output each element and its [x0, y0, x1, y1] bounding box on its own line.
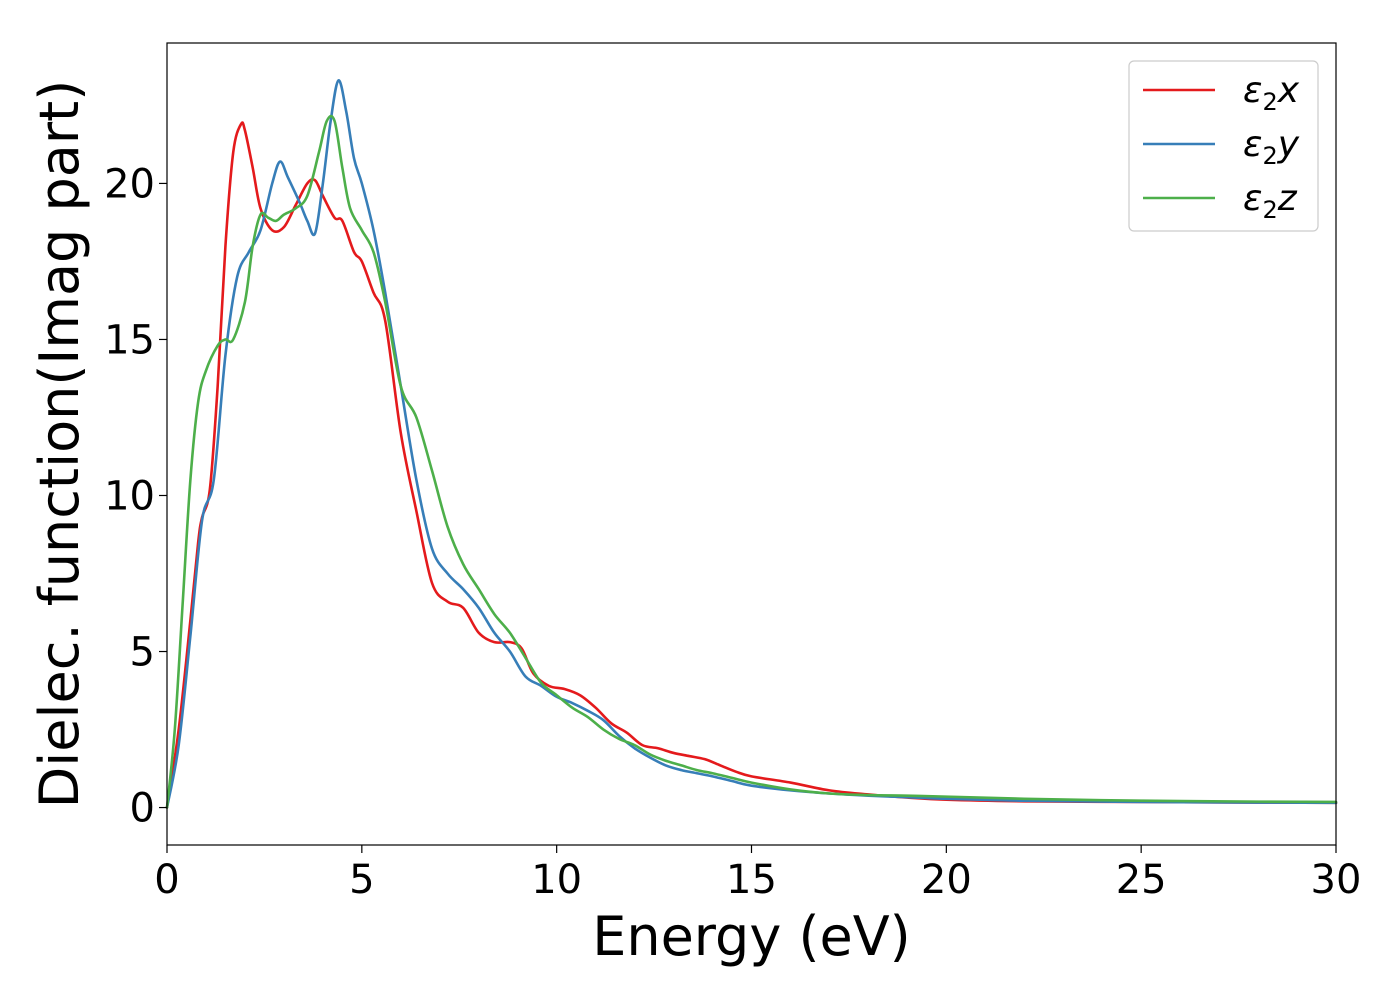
legend-box: [1128, 60, 1319, 232]
legend: ε2x ε2y ε2z: [1128, 60, 1319, 232]
y-tick-label: 10: [104, 473, 155, 519]
y-axis: 0 5 10 15 20: [104, 161, 167, 832]
x-tick-label: 10: [531, 857, 582, 903]
x-tick-label: 25: [1116, 857, 1167, 903]
y-axis-title: Dielec. function(Imag part): [28, 80, 91, 809]
x-tick-label: 0: [154, 857, 179, 903]
x-tick-label: 20: [921, 857, 972, 903]
series-line-y: [165, 79, 1338, 809]
x-axis-title: Energy (eV): [592, 905, 911, 968]
y-tick-label: 5: [130, 630, 155, 676]
x-tick-label: 30: [1311, 857, 1362, 903]
series-lines: [165, 79, 1338, 809]
x-tick-label: 15: [726, 857, 777, 903]
y-tick-label: 20: [104, 161, 155, 207]
y-tick-label: 0: [130, 786, 155, 832]
y-tick-label: 15: [104, 317, 155, 363]
legend-label-z: ε2z: [1243, 178, 1298, 224]
legend-label-y: ε2y: [1243, 124, 1300, 170]
x-axis: 0 5 10 15 20 25 30: [154, 845, 1361, 903]
legend-label-x: ε2x: [1243, 70, 1300, 116]
series-line-z: [165, 114, 1338, 809]
x-tick-label: 5: [349, 857, 374, 903]
series-line-x: [165, 121, 1338, 809]
